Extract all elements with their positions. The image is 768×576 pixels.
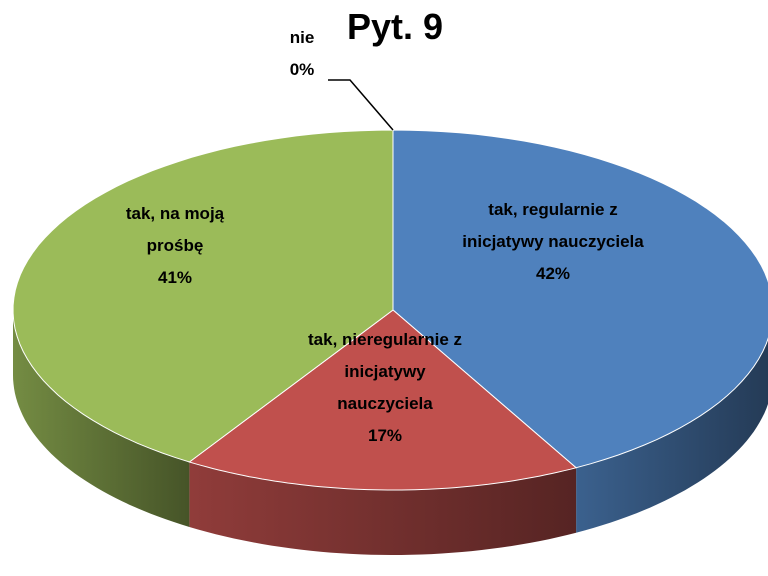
slice [188, 309, 578, 491]
value-label: 42% [535, 264, 571, 283]
slice-label: tak, regularnie z inicjatywy nauczyciela [462, 200, 644, 251]
value-label: 41% [157, 268, 193, 287]
chart-title: Pyt. 9 [346, 6, 444, 47]
value-label: 17% [367, 426, 403, 445]
leader-line [328, 79, 394, 131]
slice-label: tak, na moją prośbę [125, 204, 225, 255]
slice-label: tak, nieregularnie z inicjatywy nauczyci… [308, 330, 462, 413]
slice-side [576, 338, 768, 533]
slice-side [189, 462, 577, 555]
slice [392, 129, 768, 469]
slice [12, 129, 394, 463]
slice-side [13, 310, 190, 527]
slice-label: nie [289, 28, 315, 47]
value-label: 0% [289, 60, 315, 79]
